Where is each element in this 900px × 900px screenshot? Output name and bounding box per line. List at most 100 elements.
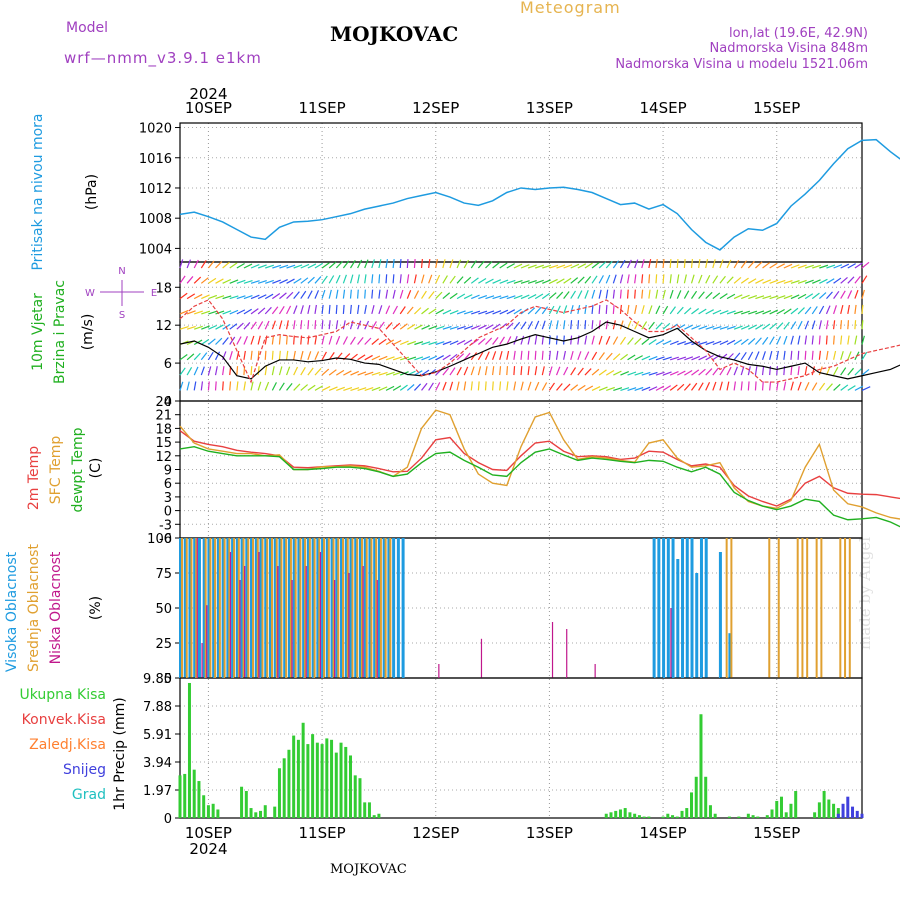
cloud-ytick-label: 25 [155, 637, 172, 652]
wind-barb [811, 382, 818, 391]
wind-barb [449, 310, 459, 315]
wind-barb [179, 367, 186, 376]
wind-barb [776, 366, 778, 376]
wind-barb [278, 366, 283, 376]
temperature-ytick-label: 3 [164, 491, 172, 506]
cloud-bar [204, 538, 207, 678]
wind-barb [641, 289, 644, 299]
wind-barb [847, 367, 855, 376]
precip-bar [273, 806, 277, 818]
wind-barb [449, 340, 459, 346]
cloud-bar [188, 538, 192, 678]
precip-bar [789, 803, 793, 818]
wind-barb [385, 356, 395, 361]
precip-bar [737, 816, 741, 818]
wind-barb [342, 304, 345, 314]
wind-barb [662, 340, 672, 346]
precip-bar [661, 816, 665, 818]
pressure-frame [179, 122, 863, 263]
wind-barb [243, 381, 247, 391]
precip-bar [254, 812, 258, 818]
wind-barb [832, 350, 837, 360]
wind-barb [584, 275, 592, 284]
wind-barb [378, 338, 387, 345]
wind-barb [236, 279, 246, 284]
wind-barb [499, 279, 509, 284]
cloud-bar [291, 580, 293, 678]
wind-barb [477, 351, 484, 361]
wind-barb [321, 335, 325, 345]
wind-barb [449, 292, 458, 300]
wind-barb [428, 258, 431, 269]
wind-barb [201, 294, 210, 300]
wind-barb [357, 354, 366, 361]
wind-barb [513, 321, 521, 330]
wind-barb [712, 367, 719, 376]
wind-barb [207, 260, 215, 269]
wind-barb [811, 306, 818, 315]
wind-barb [421, 356, 431, 361]
wind-barb [250, 308, 259, 315]
cloud-bar [806, 538, 809, 678]
cloud-bar [228, 538, 231, 678]
wind-barb [563, 264, 573, 269]
wind-barb [584, 335, 588, 345]
wind-barb [271, 335, 275, 345]
cloud-bar [318, 538, 321, 678]
wind-barb [556, 291, 564, 300]
wind-barb [861, 304, 864, 314]
wind-barb [243, 335, 248, 345]
wind-barb [854, 335, 858, 345]
wind-barb [499, 309, 509, 315]
wind-barb [783, 321, 790, 330]
wind-barb [847, 385, 856, 391]
wind-barb [335, 289, 339, 299]
wind-barb [506, 366, 509, 376]
wind-barb [733, 366, 738, 376]
wind-barb [385, 385, 395, 391]
wind-barb [278, 320, 283, 330]
cloud-bar [685, 538, 689, 678]
cloud-bar [250, 538, 254, 678]
wind-barb [840, 320, 843, 330]
cloud-bar [280, 538, 283, 678]
wind-barb [769, 295, 779, 300]
cloud-bar [392, 538, 396, 678]
wind-barb [286, 382, 293, 391]
wind-barb [513, 350, 516, 360]
wind-barb [847, 263, 856, 269]
wind-barb [591, 262, 600, 269]
wind-barb [478, 294, 488, 300]
wind-barb [861, 275, 868, 284]
wind-barb [655, 339, 665, 346]
wind-barb [470, 260, 477, 269]
wind-barb [684, 341, 694, 346]
wind-barb [826, 278, 835, 284]
wind-barb [371, 338, 380, 345]
wind-barb [215, 261, 223, 269]
wind-barb [563, 366, 569, 376]
wind-barb [406, 306, 414, 315]
wind-barb [762, 323, 771, 330]
wind-barb [520, 350, 523, 360]
wind-barb [705, 381, 711, 391]
wind-barb [407, 340, 416, 346]
wind-barb [726, 259, 732, 269]
wind-barb [548, 335, 551, 345]
wind-barb [492, 351, 497, 361]
wind-barb [357, 274, 360, 284]
wind-barb [307, 304, 311, 315]
wind-barb [186, 325, 196, 330]
wind-barb [478, 278, 487, 284]
wind-barb [193, 366, 199, 376]
cloud-bar [216, 538, 220, 678]
wind-barb [726, 381, 730, 391]
wind-barb [499, 262, 508, 269]
wind-barb [698, 259, 701, 269]
cloud-bar [438, 664, 440, 678]
wind-barb [463, 276, 472, 284]
wind-barb [399, 306, 406, 315]
cloud-bar [652, 538, 656, 678]
precip-bar [680, 810, 684, 818]
precip-bar [704, 776, 708, 818]
